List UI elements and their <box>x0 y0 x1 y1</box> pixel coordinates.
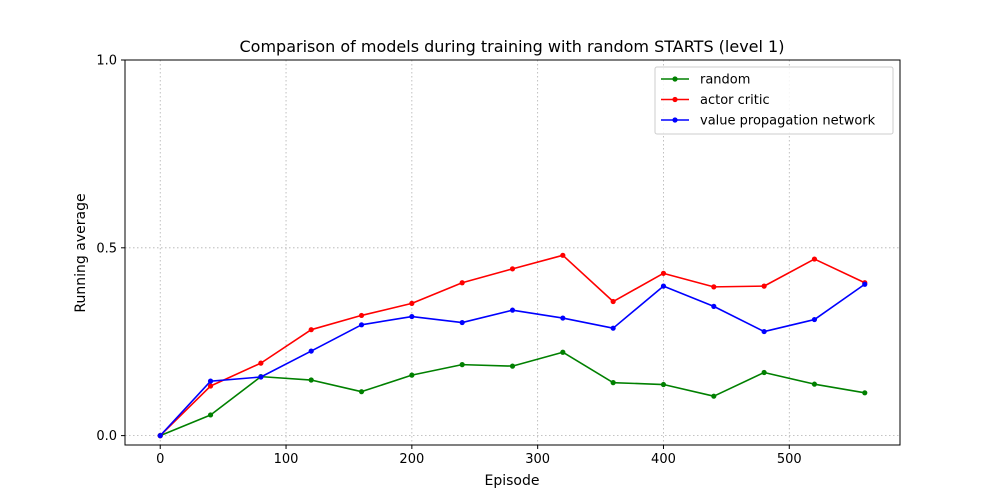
data-point-random <box>711 393 717 399</box>
legend-box <box>654 66 894 135</box>
data-point-actor-critic <box>811 256 818 262</box>
x-tick-label: 400 <box>651 452 676 467</box>
data-point-random <box>862 390 868 396</box>
y-tick-label: 0.0 <box>96 429 117 444</box>
data-point-random <box>207 412 214 418</box>
data-point-random <box>761 369 767 376</box>
data-point-actor-critic <box>409 300 415 306</box>
y-axis-label: Running average <box>73 193 89 312</box>
data-point-random <box>660 381 667 388</box>
legend-label-actor-critic: actor critic <box>700 93 770 108</box>
data-point-actor-critic <box>761 283 767 289</box>
data-point-value-propagation-network <box>811 316 818 323</box>
legend-marker-value-propagation-network <box>672 117 678 123</box>
data-point-random <box>610 380 616 386</box>
data-point-actor-critic <box>509 266 516 272</box>
data-point-actor-critic <box>610 298 616 305</box>
data-point-random <box>409 372 415 378</box>
data-point-random <box>560 349 566 355</box>
data-point-random <box>308 377 314 383</box>
data-point-actor-critic <box>258 360 264 366</box>
x-tick-label: 500 <box>777 452 802 467</box>
data-point-value-propagation-network <box>560 315 566 321</box>
data-point-random <box>459 362 465 368</box>
legend-label-random: random <box>700 73 750 88</box>
series-line-actor-critic <box>159 254 866 437</box>
data-point-value-propagation-network <box>509 307 516 313</box>
x-axis-label: Episode <box>485 473 540 489</box>
series-lines <box>157 252 868 439</box>
x-tick-label: 0 <box>156 452 164 467</box>
data-point-value-propagation-network <box>711 303 717 309</box>
x-tick-label: 300 <box>525 452 550 467</box>
data-point-value-propagation-network <box>308 348 314 354</box>
x-tick-label: 100 <box>274 452 299 467</box>
data-point-value-propagation-network <box>358 322 365 328</box>
data-point-value-propagation-network <box>207 378 214 384</box>
legend-marker-actor-critic <box>672 96 678 103</box>
data-point-actor-critic <box>207 383 214 389</box>
data-point-value-propagation-network <box>610 325 616 331</box>
legend-label-value-propagation-network: value propagation network <box>700 114 876 129</box>
plot-area-frame <box>124 59 901 446</box>
data-point-random <box>811 381 818 387</box>
axis-ticks: 0 100 200 300 400 500 0.0 0.5 1.0 <box>96 54 801 468</box>
data-point-actor-critic <box>459 280 465 286</box>
data-point-value-propagation-network <box>459 319 465 326</box>
chart-title: Comparison of models during training wit… <box>240 37 785 56</box>
y-tick-label: 0.5 <box>96 241 117 256</box>
y-tick-label: 1.0 <box>96 54 117 69</box>
x-tick-label: 200 <box>399 452 424 467</box>
data-point-value-propagation-network <box>157 433 163 439</box>
data-point-value-propagation-network <box>258 374 264 380</box>
data-point-value-propagation-network <box>660 283 667 289</box>
data-point-random <box>358 389 365 395</box>
data-point-value-propagation-network <box>862 281 868 287</box>
data-point-random <box>509 363 516 369</box>
data-point-actor-critic <box>358 312 365 319</box>
data-point-actor-critic <box>660 270 667 276</box>
data-point-actor-critic <box>308 327 314 333</box>
legend: random actor critic value propagation netw… <box>654 66 894 135</box>
data-point-actor-critic <box>560 252 566 258</box>
data-point-actor-critic <box>711 284 717 290</box>
data-point-value-propagation-network <box>761 328 767 335</box>
legend-marker-random <box>672 76 678 82</box>
data-point-value-propagation-network <box>409 313 415 320</box>
